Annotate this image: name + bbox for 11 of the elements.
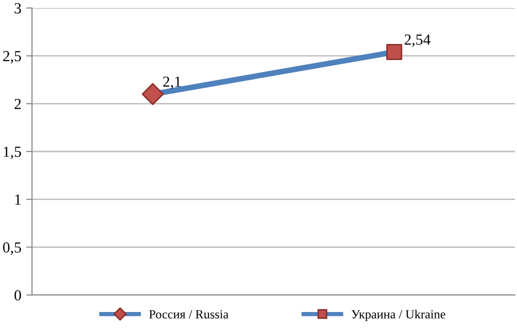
- legend-label: Россия / Russia: [149, 310, 228, 319]
- y-tick-label: 2,5: [3, 51, 21, 64]
- data-label: 2,1: [163, 76, 181, 90]
- y-tick-label: 1: [15, 194, 21, 205]
- legend-label: Украина / Ukraine: [352, 310, 446, 322]
- y-tick-label: 0,5: [3, 242, 21, 255]
- y-tick-label: 3: [14, 3, 21, 14]
- y-tick-label: 2: [14, 98, 21, 109]
- y-tick-label: 1,5: [4, 146, 21, 160]
- y-tick-label: 0: [14, 290, 21, 300]
- data-label: 2,54: [404, 34, 430, 47]
